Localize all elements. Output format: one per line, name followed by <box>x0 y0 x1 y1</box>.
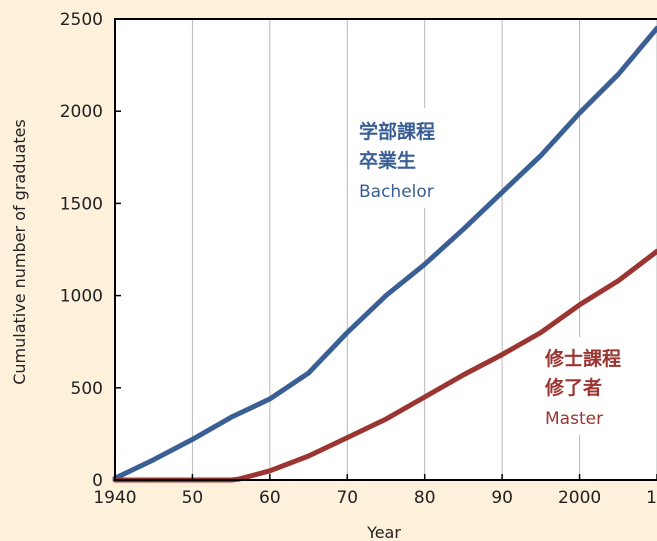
x-axis-label: Year <box>366 523 401 541</box>
y-tick-label-4: 2000 <box>60 102 103 122</box>
x-tick-label-0: 1940 <box>93 488 136 508</box>
x-tick-label-3: 70 <box>336 488 358 508</box>
y-tick-label-3: 1500 <box>60 194 103 214</box>
master-label-en: Master <box>545 409 603 429</box>
y-tick-label-0: 0 <box>92 471 103 491</box>
plot-frame <box>114 18 657 481</box>
bachelor-label-ja-line2: 卒業生 <box>359 149 416 172</box>
x-tick-label-5: 90 <box>491 488 513 508</box>
bachelor-label-box <box>352 108 472 208</box>
y-tick-label-2: 1000 <box>60 287 103 307</box>
x-tick-label-7: 10 <box>646 488 657 508</box>
master-label-box <box>538 337 650 435</box>
y-tick-label-5: 2500 <box>60 10 103 30</box>
x-axis-ticks: 1940 50 60 70 80 90 2000 10 <box>93 474 657 508</box>
x-tick-label-4: 80 <box>414 488 436 508</box>
master-label-ja-line1: 修士課程 <box>544 347 621 370</box>
x-tick-label-6: 2000 <box>558 488 601 508</box>
master-label-ja-line2: 修了者 <box>544 376 602 399</box>
y-axis-label: Cumulative number of graduates <box>10 119 29 385</box>
series-line-bachelor <box>112 25 657 481</box>
y-axis-ticks: 0 500 1000 1500 2000 2500 <box>60 10 121 491</box>
x-tick-label-1: 50 <box>182 488 204 508</box>
bachelor-label-en: Bachelor <box>359 182 434 202</box>
y-tick-label-1: 500 <box>71 379 103 399</box>
bachelor-label-ja-line1: 学部課程 <box>359 120 435 143</box>
x-tick-label-2: 60 <box>259 488 281 508</box>
